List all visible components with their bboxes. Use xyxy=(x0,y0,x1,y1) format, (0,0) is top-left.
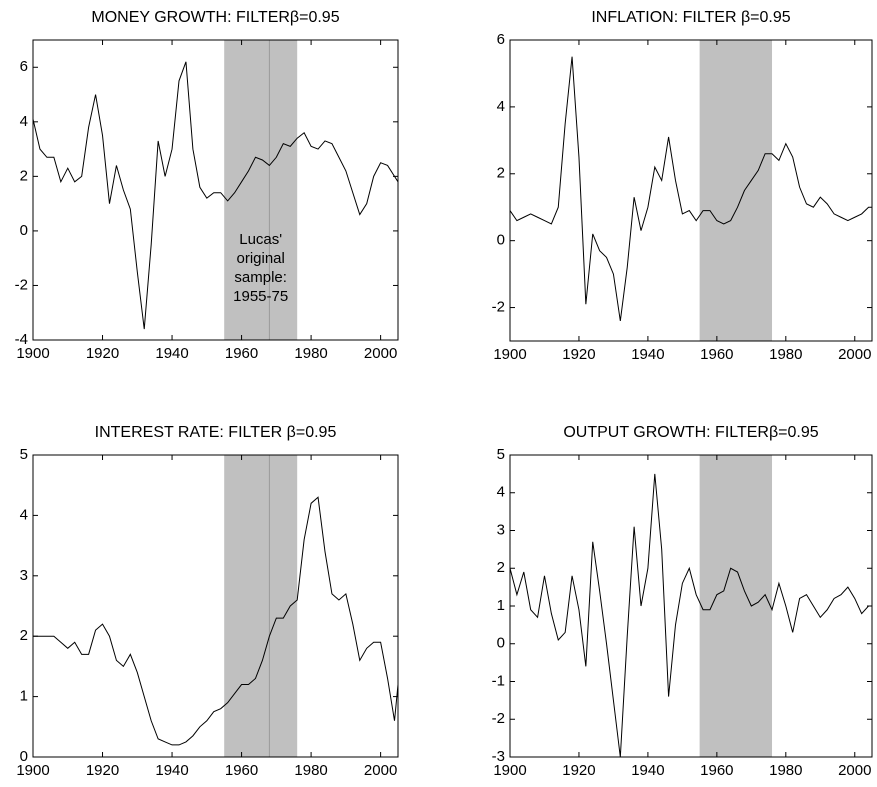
x-tick-label: 1980 xyxy=(294,762,327,779)
annotation: sample: xyxy=(234,269,287,286)
y-tick-label: 1 xyxy=(20,688,28,705)
x-tick-label: 1980 xyxy=(294,345,327,362)
x-tick-label: 2000 xyxy=(838,346,871,363)
y-tick-label: 6 xyxy=(497,31,505,48)
x-tick-label: 1920 xyxy=(86,345,119,362)
x-tick-label: 2000 xyxy=(364,762,397,779)
y-tick-label: 3 xyxy=(497,521,505,538)
y-tick-label: 0 xyxy=(20,748,28,765)
shaded-period xyxy=(224,455,298,757)
y-tick-label: 4 xyxy=(497,484,505,501)
subplot: OUTPUT GROWTH: FILTERβ=0.95 -3 -2 -1 0 1 2 3 4 5 1… xyxy=(492,424,873,779)
y-tick-label: 5 xyxy=(497,446,505,463)
x-tick-label: 1920 xyxy=(86,762,119,779)
plot-frame xyxy=(32,39,399,341)
x-tick-label: 1900 xyxy=(16,762,49,779)
y-tick-label: 4 xyxy=(20,113,28,130)
annotation: 1955-75 xyxy=(233,288,288,305)
y-tick-label: -2 xyxy=(492,299,505,316)
data-line xyxy=(509,473,872,758)
y-tick-label: 1 xyxy=(497,597,505,614)
y-tick-label: -3 xyxy=(492,748,505,765)
x-tick-label: 2000 xyxy=(364,345,397,362)
x-tick-label: 1960 xyxy=(225,762,258,779)
x-tick-label: 1980 xyxy=(769,346,802,363)
annotation: Lucas' xyxy=(239,231,282,248)
plot-frame xyxy=(509,39,873,342)
y-tick-label: 3 xyxy=(20,567,28,584)
x-tick-label: 1940 xyxy=(155,762,188,779)
x-tick-label: 1940 xyxy=(155,345,188,362)
x-tick-label: 1960 xyxy=(700,346,733,363)
x-tick-label: 1900 xyxy=(493,762,526,779)
chart-title: INFLATION: FILTER β=0.95 xyxy=(591,9,790,26)
x-tick-label: 1920 xyxy=(562,346,595,363)
y-tick-label: 2 xyxy=(20,167,28,184)
y-tick-label: 4 xyxy=(20,506,28,523)
data-line xyxy=(32,61,399,330)
plot-frame xyxy=(32,454,399,758)
y-tick-label: -2 xyxy=(15,276,28,293)
data-line xyxy=(33,496,399,746)
y-tick-label: 0 xyxy=(497,635,505,652)
y-tick-label: 4 xyxy=(497,98,505,115)
x-tick-label: 1960 xyxy=(700,762,733,779)
x-tick-label: 1980 xyxy=(769,762,802,779)
y-tick-label: -4 xyxy=(15,331,28,348)
y-tick-label: 5 xyxy=(20,446,28,463)
y-tick-label: 0 xyxy=(20,222,28,239)
chart-title: MONEY GROWTH: FILTERβ=0.95 xyxy=(91,9,339,26)
subplot: INTEREST RATE: FILTER β=0.95 0 1 2 3 4 5 1900 19… xyxy=(16,424,399,779)
chart-title: OUTPUT GROWTH: FILTERβ=0.95 xyxy=(563,424,818,441)
y-tick-label: 2 xyxy=(497,165,505,182)
y-tick-label: -1 xyxy=(492,672,505,689)
subplot: INFLATION: FILTER β=0.95 -2 0 2 4 6 1900 1920 19… xyxy=(492,9,873,363)
y-tick-label: 2 xyxy=(20,627,28,644)
y-tick-label: -2 xyxy=(492,710,505,727)
y-tick-label: 2 xyxy=(497,559,505,576)
chart-title: INTEREST RATE: FILTER β=0.95 xyxy=(95,424,337,441)
y-tick-label: 0 xyxy=(497,232,505,249)
x-tick-label: 1940 xyxy=(631,762,664,779)
x-tick-label: 1960 xyxy=(225,345,258,362)
shaded-period xyxy=(699,40,773,341)
x-tick-label: 1900 xyxy=(493,346,526,363)
shaded-period xyxy=(699,455,773,757)
x-tick-label: 1940 xyxy=(631,346,664,363)
x-tick-label: 1920 xyxy=(562,762,595,779)
annotation: original xyxy=(237,250,285,267)
subplot: MONEY GROWTH: FILTERβ=0.95 Lucas' original… xyxy=(15,9,399,362)
x-tick-label: 2000 xyxy=(838,762,871,779)
y-tick-label: 6 xyxy=(20,58,28,75)
plot-frame xyxy=(509,454,873,758)
data-line xyxy=(509,56,872,322)
x-tick-label: 1900 xyxy=(16,345,49,362)
